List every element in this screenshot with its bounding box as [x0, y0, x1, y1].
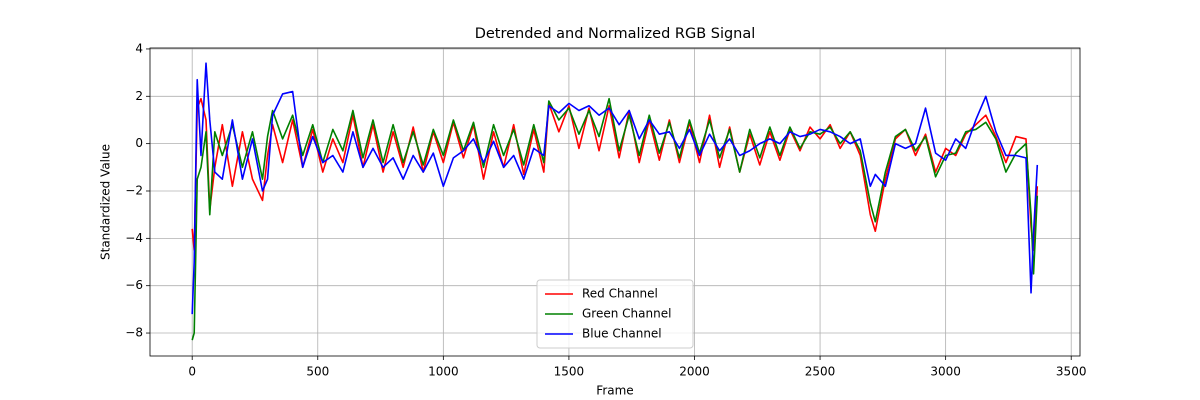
- plot-frame: [149, 47, 1081, 357]
- chart-title: Detrended and Normalized RGB Signal: [475, 26, 756, 42]
- legend-label: Green Channel: [582, 307, 671, 321]
- y-tick-label: −6: [125, 278, 143, 292]
- x-tick-label: 500: [306, 365, 329, 379]
- legend-box: [536, 279, 694, 349]
- x-tick-label: 3000: [930, 365, 961, 379]
- y-tick-label: −8: [125, 326, 143, 340]
- y-tick-label: −4: [125, 231, 143, 245]
- x-tick-label: 3500: [1056, 365, 1087, 379]
- x-tick-label: 1000: [428, 365, 459, 379]
- x-axis-label: Frame: [596, 384, 633, 398]
- data-line: [191, 97, 1039, 341]
- data-line: [191, 97, 1039, 251]
- legend-label: Red Channel: [582, 287, 658, 301]
- x-tick-label: 0: [188, 365, 196, 379]
- y-tick-label: 0: [135, 136, 143, 150]
- x-tick-label: 2500: [805, 365, 836, 379]
- y-tick-label: −2: [125, 183, 143, 197]
- data-line: [191, 62, 1039, 315]
- x-tick-label: 2000: [679, 365, 710, 379]
- y-tick-label: 4: [135, 41, 143, 55]
- y-axis-label: Standardized Value: [99, 144, 113, 260]
- legend-label: Blue Channel: [582, 327, 662, 341]
- x-tick-label: 1500: [554, 365, 585, 379]
- y-tick-label: 2: [135, 89, 143, 103]
